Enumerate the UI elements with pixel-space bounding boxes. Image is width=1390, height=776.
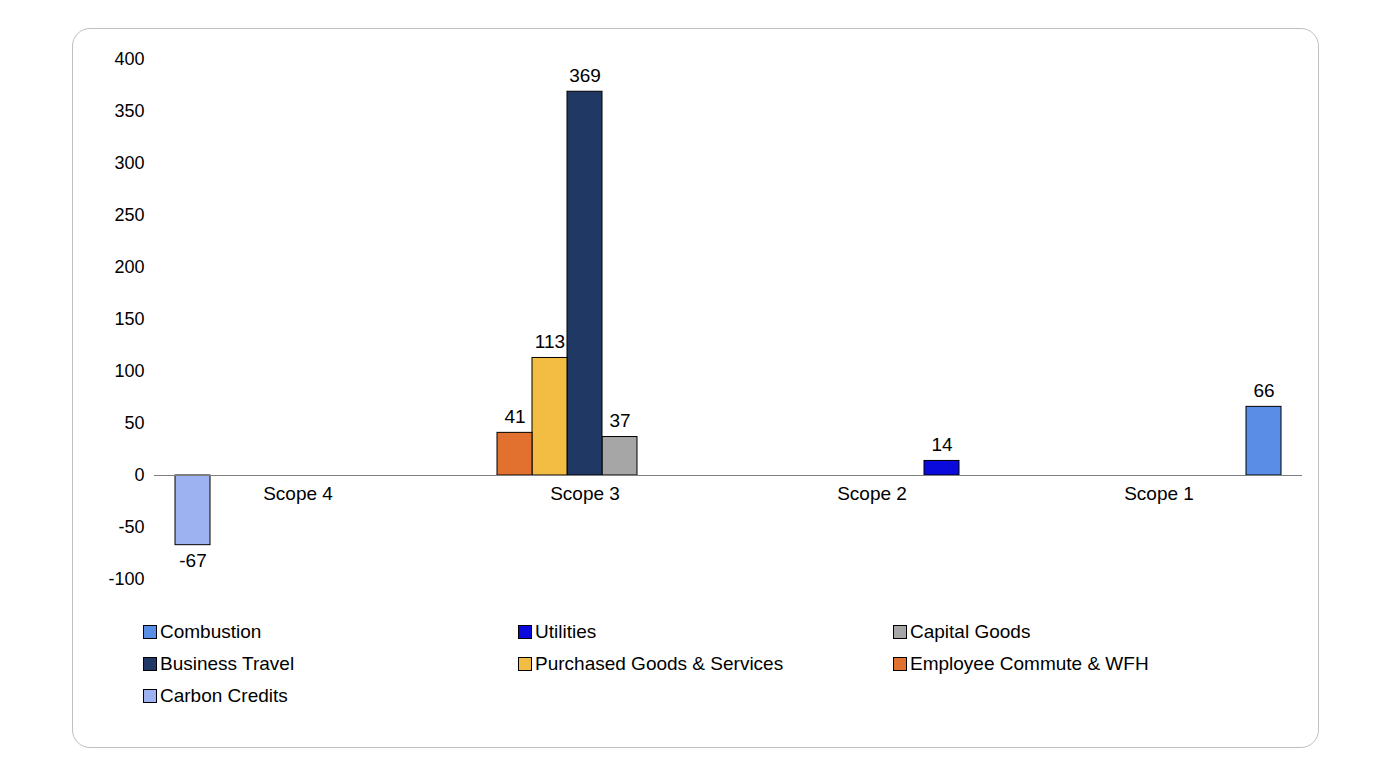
svg-text:200: 200 (114, 257, 144, 277)
svg-text:37: 37 (609, 410, 630, 431)
svg-text:369: 369 (569, 65, 601, 86)
svg-text:Scope 1: Scope 1 (1124, 483, 1194, 504)
html-text:Carbon Credits: Carbon Credits (160, 685, 288, 706)
svg-text:Scope 3: Scope 3 (550, 483, 620, 504)
svg-text:14: 14 (931, 434, 953, 455)
svg-text:50: 50 (124, 413, 144, 433)
html-text:Employee Commute & WFH: Employee Commute & WFH (910, 653, 1149, 674)
svg-text:-100: -100 (108, 569, 144, 589)
svg-text:400: 400 (114, 49, 144, 69)
svg-text:-50: -50 (118, 517, 144, 537)
html-text:Capital Goods: Capital Goods (910, 621, 1031, 642)
svg-text:113: 113 (535, 331, 565, 352)
svg-text:Scope 2: Scope 2 (837, 483, 907, 504)
svg-text:-67: -67 (179, 550, 206, 571)
html-text:Utilities: Utilities (535, 621, 597, 642)
html-text:Business Travel: Business Travel (160, 653, 295, 674)
svg-text:41: 41 (504, 406, 525, 427)
svg-text:150: 150 (114, 309, 144, 329)
svg-text:Scope 4: Scope 4 (263, 483, 333, 504)
svg-text:300: 300 (114, 153, 144, 173)
svg-text:250: 250 (114, 205, 144, 225)
html-text:Combustion: Combustion (160, 621, 262, 642)
svg-text:100: 100 (114, 361, 144, 381)
svg-text:66: 66 (1253, 380, 1274, 401)
html-text:Purchased Goods & Services: Purchased Goods & Services (535, 653, 784, 674)
svg-text:350: 350 (114, 101, 144, 121)
svg-text:0: 0 (134, 465, 144, 485)
